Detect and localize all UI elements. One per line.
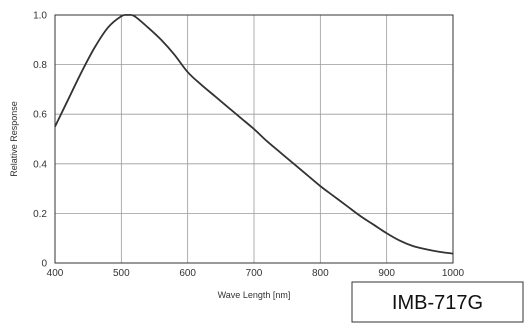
tick-label-layer: 400 500 600 700 800 900 1000 0 0.2 0.4 0.6 0.8 1.0 — [33, 11, 464, 280]
model-label: IMB-717G — [392, 292, 483, 314]
x-tick-label: 500 — [113, 268, 130, 279]
x-tick-label: 400 — [47, 268, 64, 279]
plot-frame — [54, 14, 454, 264]
x-tick-label: 900 — [378, 268, 395, 279]
y-tick-label: 0.2 — [33, 209, 47, 220]
series-line — [54, 13, 454, 255]
model-label-box — [351, 281, 524, 323]
y-axis-label: Relative Response — [9, 101, 19, 177]
x-axis-label: Wave Length [nm] — [218, 290, 291, 300]
x-tick-label: 700 — [246, 268, 263, 279]
x-tick-label: 800 — [312, 268, 329, 279]
y-tick-label: 0.8 — [33, 60, 47, 71]
y-tick-label: 1.0 — [33, 11, 47, 22]
y-tick-label: 0 — [41, 259, 47, 270]
series-layer — [54, 13, 454, 255]
y-tick-label: 0.4 — [33, 159, 47, 170]
x-tick-label: 600 — [179, 268, 196, 279]
y-tick-label: 0.6 — [33, 110, 47, 121]
grid-layer — [54, 14, 454, 264]
x-tick-label: 1000 — [442, 268, 465, 279]
